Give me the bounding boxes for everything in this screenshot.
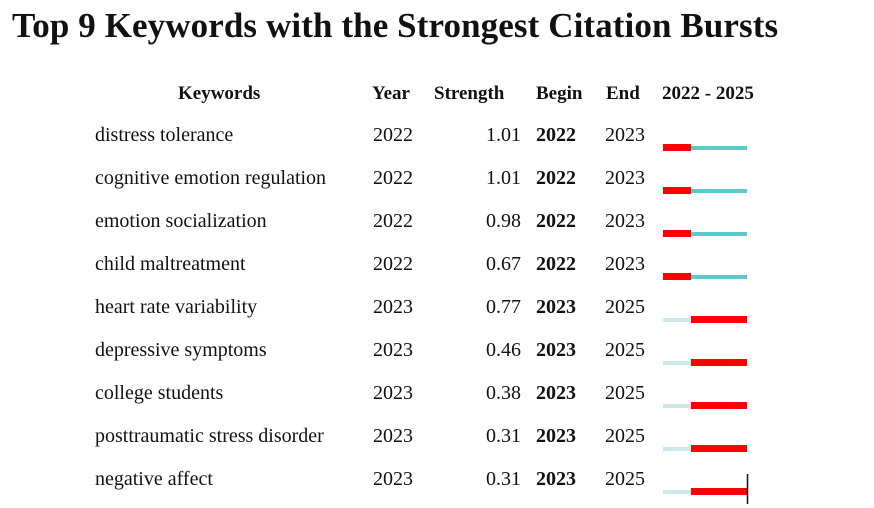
post-burst-segment — [691, 146, 747, 150]
year-value: 2023 — [373, 339, 413, 361]
burst-segment — [691, 445, 747, 452]
year-value: 2022 — [373, 124, 413, 146]
post-burst-segment — [691, 189, 747, 193]
end-value: 2023 — [605, 253, 645, 275]
keyword-label: depressive symptoms — [95, 339, 267, 361]
end-value: 2025 — [605, 425, 645, 447]
header-keywords: Keywords — [178, 83, 261, 104]
year-value: 2023 — [373, 468, 413, 490]
end-value: 2025 — [605, 382, 645, 404]
keyword-label: heart rate variability — [95, 296, 258, 318]
burst-segment — [663, 144, 691, 151]
begin-value: 2023 — [536, 296, 576, 318]
end-value: 2023 — [605, 210, 645, 232]
keyword-label: college students — [95, 382, 224, 404]
end-value: 2023 — [605, 124, 645, 146]
begin-value: 2023 — [536, 339, 576, 361]
burst-segment — [663, 187, 691, 194]
burst-segment — [663, 273, 691, 280]
chart-title: Top 9 Keywords with the Strongest Citati… — [12, 6, 779, 45]
header-year: Year — [372, 83, 410, 104]
burst-segment — [691, 359, 747, 366]
burst-segment — [691, 316, 747, 323]
pre-burst-segment — [663, 490, 691, 494]
begin-value: 2022 — [536, 210, 576, 232]
burst-segment — [663, 230, 691, 237]
post-burst-segment — [691, 275, 747, 279]
year-value: 2023 — [373, 296, 413, 318]
end-value: 2023 — [605, 167, 645, 189]
begin-value: 2022 — [536, 124, 576, 146]
header-strength: Strength — [434, 83, 505, 104]
year-value: 2023 — [373, 425, 413, 447]
keyword-label: emotion socialization — [95, 210, 267, 232]
strength-value: 0.38 — [486, 382, 521, 404]
header-timeline: 2022 - 2025 — [662, 83, 754, 104]
begin-value: 2023 — [536, 468, 576, 490]
strength-value: 0.46 — [486, 339, 521, 361]
post-burst-segment — [691, 232, 747, 236]
pre-burst-segment — [663, 447, 691, 451]
pre-burst-segment — [663, 361, 691, 365]
begin-value: 2022 — [536, 253, 576, 275]
keyword-label: cognitive emotion regulation — [95, 167, 327, 189]
end-value: 2025 — [605, 296, 645, 318]
burst-segment — [691, 488, 747, 495]
strength-value: 0.77 — [486, 296, 521, 318]
year-value: 2023 — [373, 382, 413, 404]
burst-segment — [691, 402, 747, 409]
keyword-label: posttraumatic stress disorder — [95, 425, 324, 447]
year-value: 2022 — [373, 253, 413, 275]
pre-burst-segment — [663, 318, 691, 322]
strength-value: 0.31 — [486, 468, 521, 490]
keyword-label: negative affect — [95, 468, 213, 490]
strength-value: 0.98 — [486, 210, 521, 232]
year-value: 2022 — [373, 167, 413, 189]
year-value: 2022 — [373, 210, 413, 232]
strength-value: 0.67 — [486, 253, 521, 275]
keyword-label: distress tolerance — [95, 124, 234, 146]
keyword-label: child maltreatment — [95, 253, 246, 275]
strength-value: 1.01 — [486, 167, 521, 189]
strength-value: 1.01 — [486, 124, 521, 146]
begin-value: 2023 — [536, 425, 576, 447]
begin-value: 2023 — [536, 382, 576, 404]
end-value: 2025 — [605, 468, 645, 490]
header-begin: Begin — [536, 83, 583, 104]
pre-burst-segment — [663, 404, 691, 408]
end-value: 2025 — [605, 339, 645, 361]
strength-value: 0.31 — [486, 425, 521, 447]
header-end: End — [606, 83, 640, 104]
begin-value: 2022 — [536, 167, 576, 189]
